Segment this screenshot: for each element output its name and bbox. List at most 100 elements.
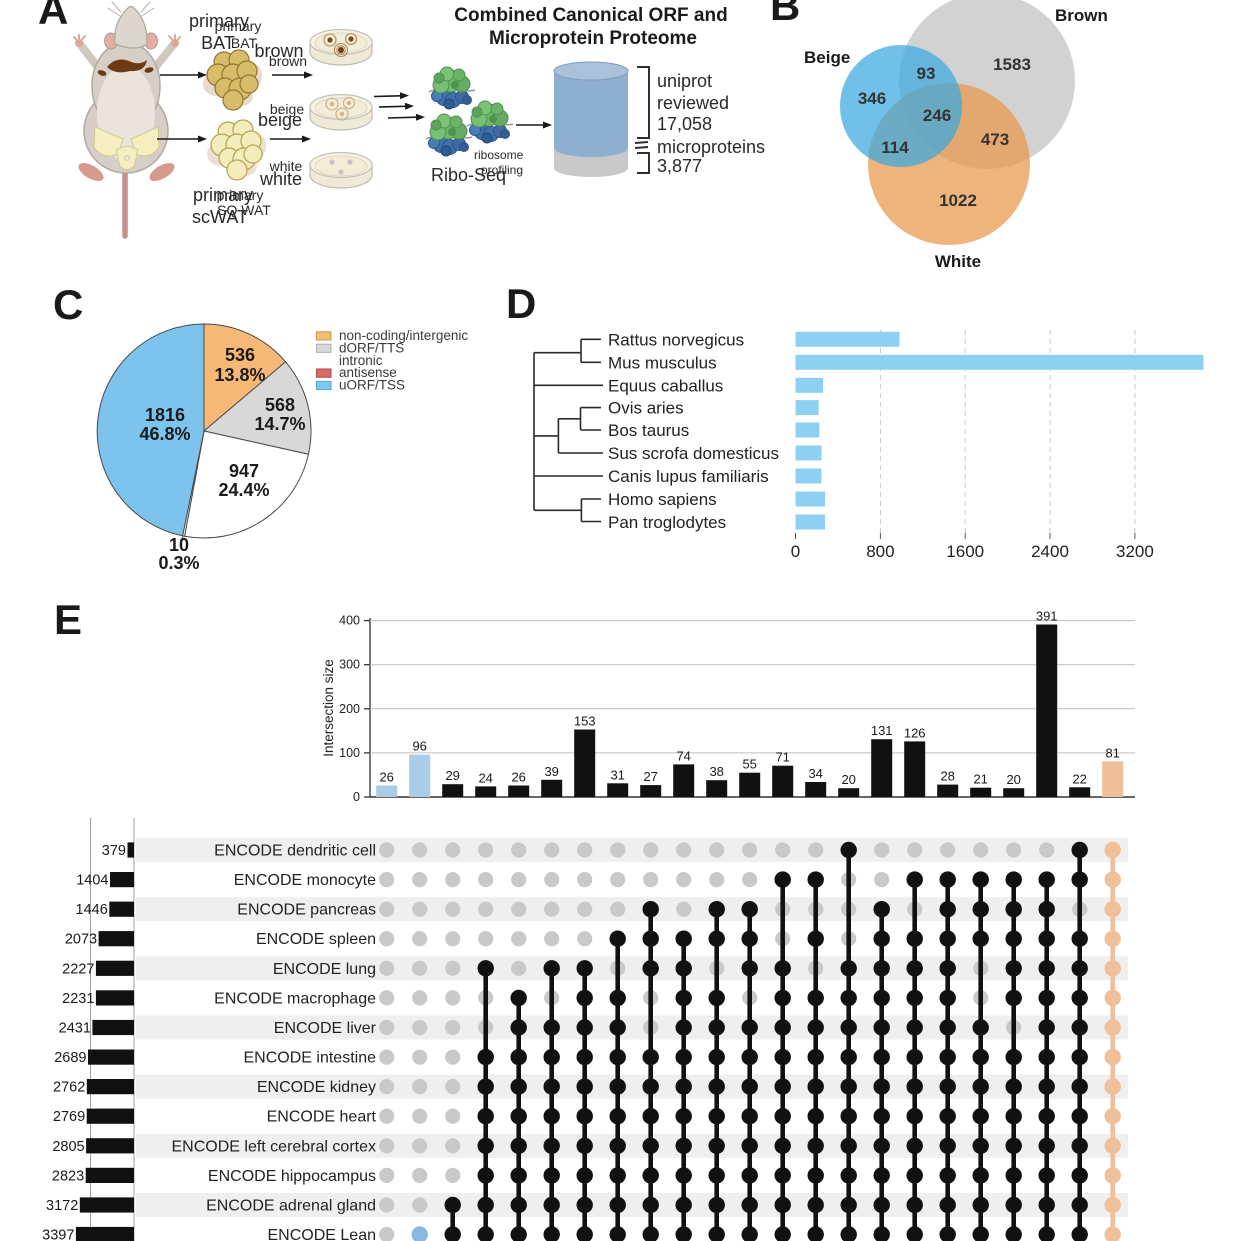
svg-text:ENCODE kidney: ENCODE kidney [257,1079,376,1096]
svg-text:100: 100 [339,746,360,760]
svg-text:14.7%: 14.7% [254,414,305,434]
svg-text:Sus scrofa domesticus: Sus scrofa domesticus [608,444,779,463]
svg-text:brown: brown [269,53,307,69]
svg-text:27: 27 [643,769,657,784]
svg-text:ENCODE monocyte: ENCODE monocyte [234,872,376,889]
svg-text:intronic: intronic [339,353,383,368]
svg-text:31: 31 [610,767,624,782]
svg-text:10: 10 [169,535,189,555]
svg-text:28: 28 [940,769,954,784]
svg-text:131: 131 [871,723,893,738]
svg-text:20: 20 [841,772,855,787]
svg-text:BAT: BAT [231,35,258,51]
svg-text:Brown: Brown [1055,6,1108,25]
svg-text:ENCODE hippocampus: ENCODE hippocampus [208,1168,376,1185]
svg-text:2689: 2689 [54,1050,86,1066]
svg-text:White: White [935,252,981,271]
svg-text:1404: 1404 [76,873,108,889]
svg-text:3,877: 3,877 [657,156,702,176]
svg-text:2231: 2231 [62,991,94,1007]
svg-text:ENCODE lung: ENCODE lung [273,961,376,978]
svg-text:2823: 2823 [52,1168,84,1184]
svg-text:536: 536 [225,345,255,365]
svg-text:Ribo-Seq: Ribo-Seq [431,165,506,185]
svg-text:beige: beige [270,101,304,117]
svg-text:uniprot: uniprot [657,71,712,91]
svg-text:Homo sapiens: Homo sapiens [608,490,717,509]
svg-text:379: 379 [102,843,126,859]
svg-text:2762: 2762 [53,1080,85,1096]
svg-text:200: 200 [339,702,360,716]
svg-text:profiling: profiling [481,163,523,177]
svg-text:1600: 1600 [946,542,984,561]
svg-text:2073: 2073 [65,932,97,948]
svg-text:primary: primary [193,185,253,205]
svg-text:1583: 1583 [993,55,1031,74]
svg-text:22: 22 [1072,771,1086,786]
svg-text:ENCODE dendritic cell: ENCODE dendritic cell [214,843,376,860]
svg-text:Ovis aries: Ovis aries [608,399,684,418]
svg-text:24.4%: 24.4% [218,480,269,500]
svg-text:2805: 2805 [52,1139,84,1155]
svg-text:primary: primary [215,18,262,34]
svg-text:C: C [53,281,83,328]
svg-text:947: 947 [229,461,259,481]
svg-text:81: 81 [1105,745,1119,760]
svg-text:126: 126 [904,725,926,740]
svg-text:ENCODE adrenal gland: ENCODE adrenal gland [206,1198,376,1215]
svg-text:26: 26 [379,770,393,785]
svg-text:26: 26 [511,770,525,785]
svg-text:29: 29 [445,768,459,783]
svg-text:71: 71 [775,750,789,765]
svg-text:Beige: Beige [804,48,850,67]
svg-text:346: 346 [858,89,886,108]
svg-text:391: 391 [1036,609,1058,624]
svg-text:1022: 1022 [939,191,977,210]
svg-text:473: 473 [981,130,1009,149]
svg-text:primary: primary [217,187,264,203]
svg-text:3200: 3200 [1116,542,1154,561]
svg-text:Canis lupus familiaris: Canis lupus familiaris [608,467,769,486]
svg-text:96: 96 [412,739,426,754]
svg-text:Equus caballus: Equus caballus [608,376,723,395]
svg-text:3397: 3397 [42,1228,74,1241]
svg-text:uORF/TSS: uORF/TSS [339,378,405,393]
svg-text:1816: 1816 [145,405,185,425]
svg-text:ENCODE spleen: ENCODE spleen [256,931,376,948]
svg-text:34: 34 [808,766,822,781]
svg-text:ENCODE liver: ENCODE liver [274,1020,377,1037]
svg-text:BAT: BAT [201,33,235,53]
svg-text:800: 800 [866,542,894,561]
svg-text:primary: primary [189,11,249,31]
svg-text:ENCODE macrophage: ENCODE macrophage [214,990,376,1007]
svg-text:antisense: antisense [339,365,397,380]
svg-text:ENCODE left cerebral cortex: ENCODE left cerebral cortex [171,1138,376,1155]
svg-text:Combined Canonical ORF and: Combined Canonical ORF and [454,5,727,26]
svg-text:1446: 1446 [76,902,108,918]
svg-text:2431: 2431 [59,1021,91,1037]
svg-text:20: 20 [1006,772,1020,787]
svg-text:SQ WAT: SQ WAT [217,202,271,218]
svg-text:brown: brown [254,41,303,61]
svg-text:3172: 3172 [46,1198,78,1214]
svg-text:Bos taurus: Bos taurus [608,421,689,440]
svg-text:non-coding/intergenic: non-coding/intergenic [339,328,468,343]
svg-text:reviewed: reviewed [657,93,729,113]
svg-text:39: 39 [544,764,558,779]
svg-text:246: 246 [923,106,951,125]
svg-text:scWAT: scWAT [192,207,248,227]
svg-text:17,058: 17,058 [657,114,712,134]
svg-text:2769: 2769 [53,1109,85,1125]
svg-text:2227: 2227 [62,961,94,977]
svg-text:dORF/TTS: dORF/TTS [339,340,404,355]
svg-text:2400: 2400 [1031,542,1069,561]
svg-text:0: 0 [353,790,360,804]
svg-text:24: 24 [478,770,492,785]
svg-text:B: B [770,0,800,29]
svg-text:568: 568 [265,395,295,415]
svg-text:114: 114 [881,138,909,157]
svg-text:153: 153 [574,714,596,729]
svg-text:400: 400 [339,614,360,628]
svg-text:white: white [269,158,303,174]
svg-text:Pan troglodytes: Pan troglodytes [608,513,726,532]
